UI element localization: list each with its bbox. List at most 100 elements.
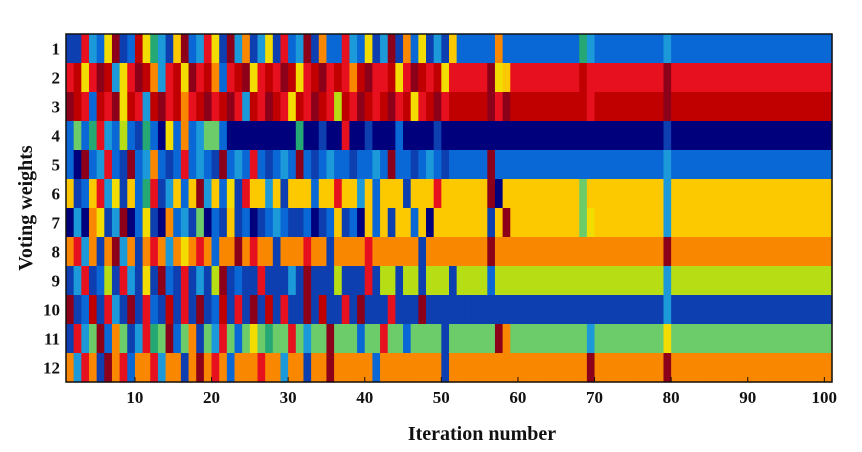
heatmap-cell	[104, 237, 113, 267]
heatmap-cell	[609, 179, 619, 209]
heatmap-cell	[571, 324, 580, 354]
heatmap-cell	[349, 266, 358, 296]
heatmap-cell	[219, 353, 228, 383]
heatmap-cell	[809, 266, 818, 296]
heatmap-cell	[150, 324, 159, 354]
heatmap-cell	[418, 266, 427, 296]
heatmap-cell	[556, 121, 565, 151]
heatmap-cell	[203, 208, 213, 238]
heatmap-cell	[395, 295, 404, 325]
heatmap-cell	[709, 353, 718, 383]
heatmap-cell	[73, 121, 82, 151]
heatmap-cell	[265, 237, 274, 267]
heatmap-cell	[494, 353, 504, 383]
heatmap-cell	[96, 150, 105, 180]
heatmap-cell	[709, 324, 718, 354]
heatmap-cell	[188, 63, 197, 93]
heatmap-cell	[318, 208, 328, 238]
heatmap-cell	[740, 92, 749, 122]
heatmap-cell	[571, 121, 580, 151]
heatmap-cell	[203, 237, 213, 267]
heatmap-cell	[265, 266, 274, 296]
heatmap-cell	[326, 63, 335, 93]
heatmap-cell	[104, 63, 113, 93]
x-tick-labels: 10 20 30 40 50 60 70 80 90 100	[126, 377, 837, 407]
heatmap-cell	[540, 34, 550, 64]
heatmap-cell	[663, 92, 672, 122]
heatmap-cell	[242, 324, 251, 354]
heatmap-cell	[288, 237, 297, 267]
heatmap-cell	[211, 92, 220, 122]
heatmap-cell	[265, 295, 274, 325]
heatmap-cell	[686, 150, 695, 180]
heatmap-cell	[173, 237, 182, 267]
x-tick-label: 100	[812, 388, 838, 407]
heatmap-cell	[671, 121, 680, 151]
heatmap-cell	[380, 63, 389, 93]
heatmap-cell	[586, 266, 596, 296]
heatmap-cell	[548, 63, 557, 93]
heatmap-cell	[655, 63, 665, 93]
heatmap-cell	[533, 92, 542, 122]
heatmap-cell	[517, 179, 527, 209]
heatmap-cell	[709, 179, 718, 209]
heatmap-cell	[793, 179, 802, 209]
heatmap-cell	[809, 295, 818, 325]
heatmap-cell	[242, 92, 251, 122]
heatmap-cell	[234, 295, 243, 325]
heatmap-cell	[257, 266, 266, 296]
heatmap-cell	[548, 92, 557, 122]
heatmap-cell	[119, 295, 128, 325]
heatmap-cell	[648, 34, 657, 64]
heatmap-cell	[341, 324, 351, 354]
heatmap-cell	[640, 63, 649, 93]
heatmap-cell	[157, 208, 167, 238]
heatmap-cell	[517, 295, 527, 325]
heatmap-cell	[740, 63, 749, 93]
heatmap-cell	[786, 353, 795, 383]
heatmap-cell	[770, 92, 779, 122]
heatmap-cell	[640, 295, 649, 325]
heatmap-cell	[533, 121, 542, 151]
heatmap-cell	[594, 92, 603, 122]
heatmap-cell	[648, 63, 657, 93]
heatmap-cell	[510, 353, 519, 383]
heatmap-cell	[763, 266, 772, 296]
heatmap-cell	[525, 324, 534, 354]
heatmap-cell	[426, 179, 435, 209]
heatmap-cell	[272, 92, 282, 122]
heatmap-cell	[334, 150, 343, 180]
heatmap-cell	[395, 324, 404, 354]
heatmap-cell	[111, 150, 121, 180]
heatmap-cell	[456, 324, 465, 354]
heatmap-cell	[288, 150, 297, 180]
heatmap-cell	[671, 353, 680, 383]
heatmap-cell	[318, 353, 328, 383]
x-tick-label: 50	[433, 388, 450, 407]
heatmap-cell	[188, 121, 197, 151]
heatmap-cell	[579, 150, 588, 180]
heatmap-cell	[724, 353, 734, 383]
heatmap-cell	[127, 121, 136, 151]
heatmap-cell	[494, 150, 504, 180]
heatmap-cell	[311, 179, 320, 209]
heatmap-cell	[602, 324, 611, 354]
heatmap-cell	[418, 208, 427, 238]
heatmap-cell	[280, 34, 289, 64]
heatmap-cell	[747, 295, 756, 325]
heatmap-cell	[732, 34, 741, 64]
heatmap-cell	[755, 63, 764, 93]
heatmap-cell	[66, 353, 75, 383]
heatmap-cell	[586, 324, 596, 354]
heatmap-cell	[288, 63, 297, 93]
heatmap-cell	[288, 121, 297, 151]
heatmap-cell	[433, 266, 442, 296]
heatmap-cell	[257, 208, 266, 238]
heatmap-cell	[96, 295, 105, 325]
heatmap-cell	[617, 150, 626, 180]
heatmap-cell	[433, 92, 442, 122]
heatmap-cell	[809, 179, 818, 209]
heatmap-cell	[471, 295, 481, 325]
heatmap-cell	[809, 121, 818, 151]
heatmap-cell	[563, 295, 573, 325]
